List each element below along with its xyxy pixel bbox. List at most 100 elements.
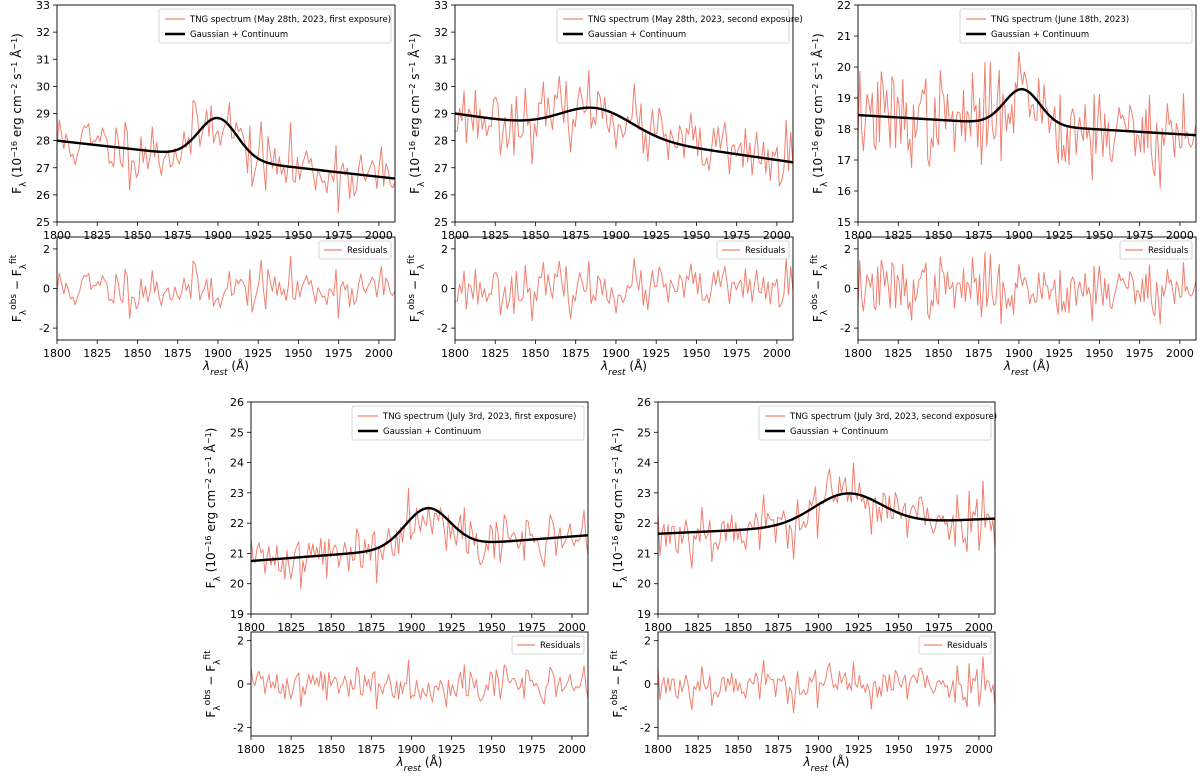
res-4-axes: 1800 1825 1850 1875 1900 1925 1950 1975 2000 -2 0 2: [640, 635, 993, 756]
x-axis-label: λrest (Å): [396, 754, 443, 774]
main-4-ytick-label: 22: [637, 517, 651, 530]
main-4-xtick-label: 1925: [845, 621, 873, 634]
res-3-axes: 1800 1825 1850 1875 1900 1925 1950 1975 2000 -2 0 2: [233, 635, 586, 756]
main-1-ytick-label: 32: [434, 26, 448, 39]
main-1-xtick-label: 1800: [441, 229, 469, 242]
observed-spectrum-line: [858, 51, 1196, 190]
main-3-xtick-label: 1800: [237, 621, 265, 634]
main-1-xtick-label: 1825: [481, 229, 509, 242]
res-2-ytick-label: 2: [844, 243, 851, 256]
residuals-legend-box: [716, 240, 790, 260]
res-2-xtick-label: 1825: [884, 347, 912, 360]
main-4-ytick-label: 21: [637, 547, 651, 560]
main-3-xtick-label: 2000: [558, 621, 586, 634]
main-2-ytick-label: 20: [837, 61, 851, 74]
main-0-xtick-label: 2000: [365, 229, 393, 242]
res-4-ytick-label: 0: [644, 678, 651, 691]
res-2-xtick-label: 1975: [1126, 347, 1154, 360]
legend-fit-label: Gaussian + Continuum: [991, 30, 1089, 40]
res-4-xtick-label: 1850: [724, 743, 752, 756]
residual-y-axis-label: Fλobs − Fλfit: [810, 254, 830, 322]
residual-y-axis-label: Fλobs − Fλfit: [203, 650, 223, 718]
res-0-xtick-label: 1825: [83, 347, 111, 360]
res-1-axes: 1800 1825 1850 1875 1900 1925 1950 1975 2000 -2 0 2: [437, 243, 791, 360]
res-4-xtick-label: 1800: [644, 743, 672, 756]
residuals-line: [251, 659, 588, 710]
res-0-xtick-label: 1800: [43, 347, 71, 360]
main-1-ytick-label: 26: [434, 189, 448, 202]
gaussian-continuum-fit-line: [57, 116, 395, 180]
main-2-xtick-label: 1900: [1005, 229, 1033, 242]
res-2-xtick-label: 1800: [844, 347, 872, 360]
residuals-legend-label: Residuals: [1148, 246, 1189, 256]
res-4-xtick-label: 1900: [804, 743, 832, 756]
x-axis-label: λrest (Å): [600, 358, 647, 378]
main-0-xtick-label: 1975: [325, 229, 353, 242]
legend: TNG spectrum (June 18th, 2023) Gaussian +…: [959, 8, 1193, 44]
gaussian-continuum-fit-line: [858, 87, 1196, 137]
main-2-ytick-label: 17: [837, 154, 851, 167]
legend-fit-label: Gaussian + Continuum: [790, 427, 888, 437]
residuals-legend-label: Residuals: [947, 641, 988, 651]
res-3-ytick-label: 2: [237, 635, 244, 648]
res-2-axes: 1800 1825 1850 1875 1900 1925 1950 1975 2000 -2 0 2: [840, 243, 1194, 360]
main-4-xtick-label: 2000: [965, 621, 993, 634]
main-0-xtick-label: 1900: [204, 229, 232, 242]
res-1-ytick-label: 2: [441, 243, 448, 256]
residuals-legend-label: Residuals: [745, 246, 786, 256]
residuals-line: [658, 656, 995, 714]
main-0-ytick-label: 29: [36, 108, 50, 121]
main-4-axes: 1800 1825 1850 1875 1900 1925 1950 1975 2000 19 20…: [637, 396, 993, 634]
main-3-ytick-label: 23: [230, 487, 244, 500]
res-0-xtick-label: 1900: [204, 347, 232, 360]
res-1-xtick-label: 1950: [682, 347, 710, 360]
main-1-axes: 1800 1825 1850 1875 1900 1925 1950 1975 2000 25 26…: [434, 0, 791, 242]
main-3-ytick-label: 22: [230, 517, 244, 530]
main-3-xtick-label: 1925: [438, 621, 466, 634]
res-0-xtick-label: 1950: [284, 347, 312, 360]
main-2-xtick-label: 1800: [844, 229, 872, 242]
res-1-xtick-label: 1850: [521, 347, 549, 360]
residuals-legend-box: [511, 635, 585, 655]
res-2-xtick-label: 1850: [924, 347, 952, 360]
main-1-ytick-label: 33: [434, 0, 448, 12]
res-0-ytick-label: 0: [43, 283, 50, 296]
x-axis-label: λrest (Å): [803, 754, 850, 774]
residuals-line: [858, 251, 1196, 325]
residual-plot-frame: [857, 236, 1197, 341]
main-3-ytick-label: 25: [230, 426, 244, 439]
main-3-ytick-label: 19: [230, 608, 244, 621]
legend-box: [351, 405, 585, 441]
main-1-ytick-label: 27: [434, 162, 448, 175]
main-2-xtick-label: 1850: [924, 229, 952, 242]
res-1-xtick-label: 1925: [642, 347, 670, 360]
y-axis-label: Fλ (10−16 erg cm−2 s−1 Å−1): [810, 33, 830, 194]
main-1-ytick-label: 29: [434, 108, 448, 121]
main-3-xtick-label: 1875: [357, 621, 385, 634]
res-2-xtick-label: 1875: [965, 347, 993, 360]
main-1-xtick-label: 1900: [602, 229, 630, 242]
main-3-xtick-label: 1900: [397, 621, 425, 634]
main-2-ytick-label: 19: [837, 92, 851, 105]
main-2-ytick-label: 18: [837, 123, 851, 136]
y-axis-label: Fλ (10−16 erg cm−2 s−1 Å−1): [610, 428, 630, 589]
residual-plot-frame: [657, 631, 996, 737]
res-3-ytick-label: -2: [233, 721, 244, 734]
res-1-xtick-label: 1875: [562, 347, 590, 360]
res-4-xtick-label: 1975: [925, 743, 953, 756]
res-2-xtick-label: 1950: [1085, 347, 1113, 360]
main-plot-frame: [657, 401, 996, 615]
residuals-line: [455, 258, 793, 322]
res-1-xtick-label: 1975: [723, 347, 751, 360]
res-1-xtick-label: 2000: [763, 347, 791, 360]
main-2-axes: 1800 1825 1850 1875 1900 1925 1950 1975 2000 15 16…: [837, 0, 1194, 242]
legend-observed-label: TNG spectrum (July 3rd, 2023, first expo…: [382, 412, 576, 422]
res-3-xtick-label: 1950: [478, 743, 506, 756]
main-2-ytick-label: 21: [837, 30, 851, 43]
res-3-xtick-label: 1800: [237, 743, 265, 756]
residuals-legend: Residuals: [716, 240, 790, 260]
legend-observed-label: TNG spectrum (July 3rd, 2023, second exp…: [789, 412, 997, 422]
main-0-ytick-label: 27: [36, 162, 50, 175]
res-3-xtick-label: 1850: [317, 743, 345, 756]
